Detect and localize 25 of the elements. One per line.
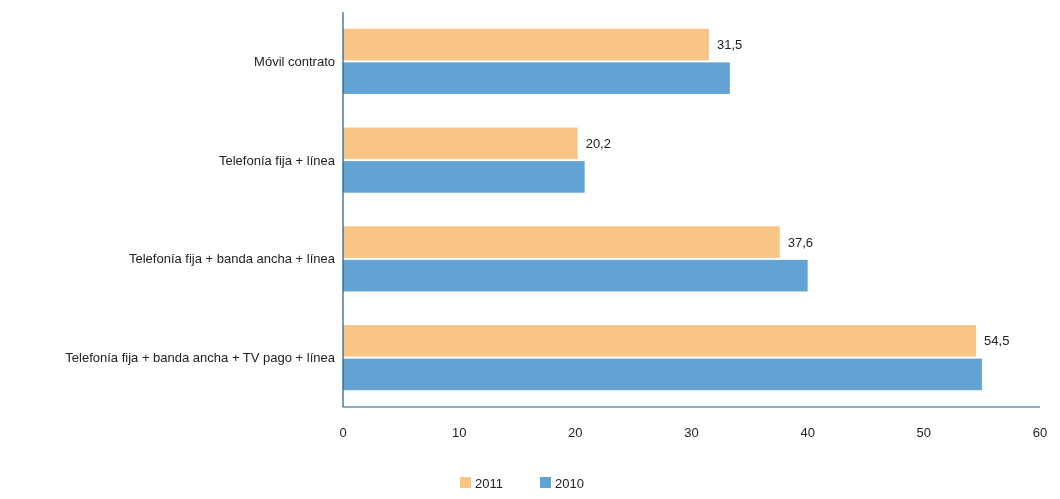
legend-label: 2010: [555, 475, 584, 491]
bar: [343, 358, 982, 391]
x-tick-label: 0: [339, 425, 347, 440]
x-tick-label: 40: [800, 425, 815, 440]
data-label: 20,2: [585, 135, 611, 151]
y-tick-label: Móvil contrato: [254, 53, 335, 69]
data-label: 31,5: [716, 37, 743, 53]
legend-label: 2011: [475, 475, 503, 491]
bar: [343, 325, 977, 357]
bar: [343, 28, 709, 61]
bar: [343, 62, 730, 94]
data-label: 37,6: [787, 234, 814, 250]
y-tick-label: Telefonía fija + línea: [219, 152, 336, 168]
bar: [343, 226, 780, 258]
x-tick-label: 10: [451, 425, 467, 440]
x-tick-label: 50: [916, 425, 932, 440]
x-tick-label: 60: [1032, 425, 1048, 440]
x-tick-label: 20: [568, 425, 583, 440]
x-tick-label: 30: [684, 425, 699, 440]
bar: [343, 127, 578, 160]
y-tick-label: Telefonía fija + banda ancha + TV pago + línea: [65, 350, 336, 366]
data-label: 54,5: [984, 333, 1010, 349]
y-tick-label: Telefonía fija + banda ancha + línea: [129, 251, 336, 267]
bar: [343, 259, 808, 292]
bar: [343, 161, 585, 193]
